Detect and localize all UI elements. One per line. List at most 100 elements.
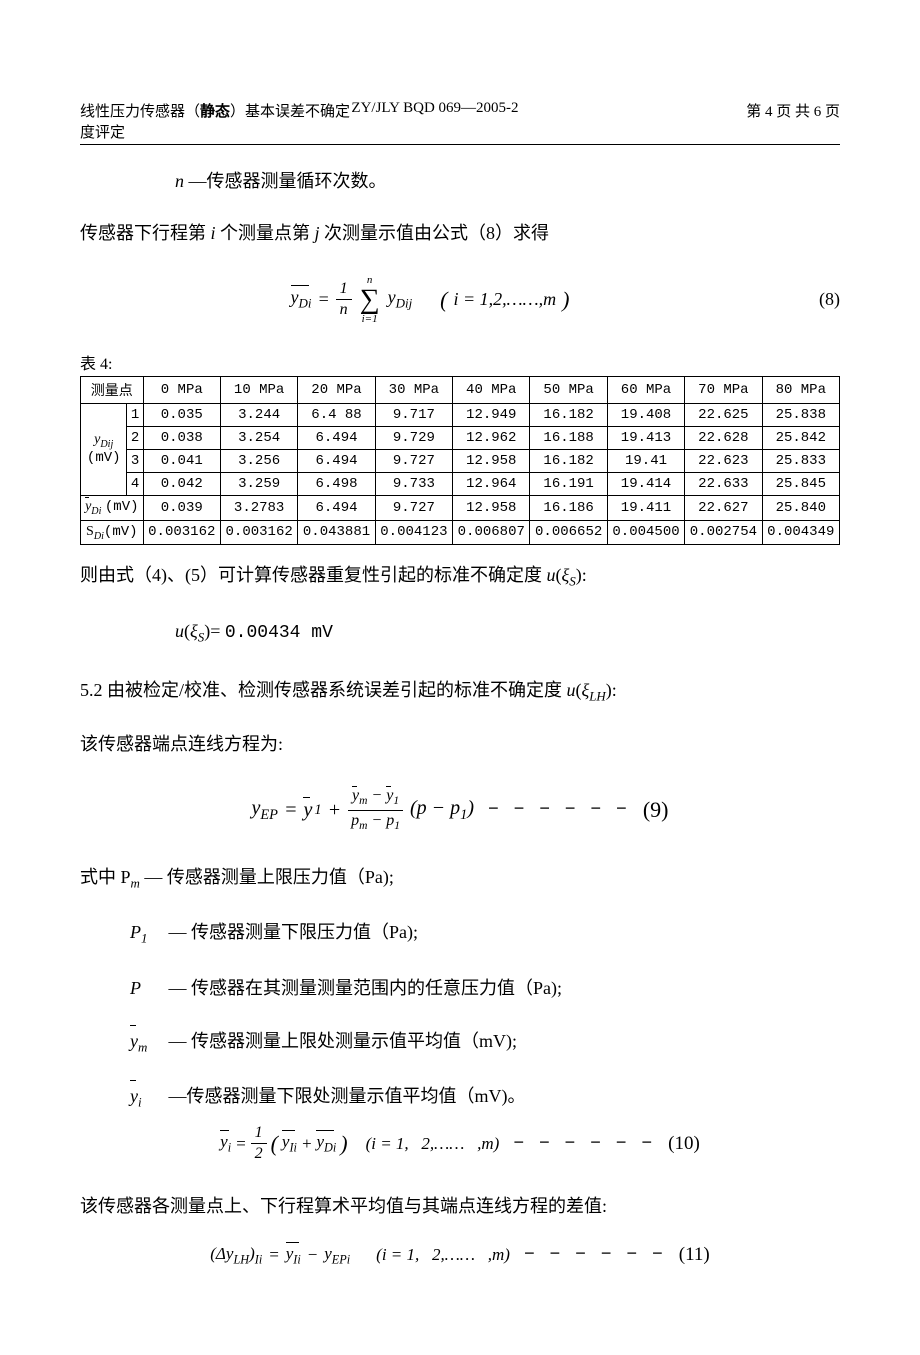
eq10-half-top: 1 [251,1125,267,1144]
table4-cell: 22.633 [685,472,762,495]
table4-cell: 16.188 [530,426,607,449]
para-before-eq8: 传感器下行程第 i 个测量点第 j 次测量示值由公式（8）求得 [80,217,840,249]
defs-lead: 式中 Pm — 传感器测量上限压力值（Pa); [80,861,840,895]
table4-cell: 16.191 [530,472,607,495]
table4-idx: 1 [127,403,143,426]
table4-cell: 0.035 [143,403,220,426]
header-title: 线性压力传感器（静态）基本误差不确定度评定 [80,100,351,142]
table4-cell: 9.729 [375,426,452,449]
table4-head-row: 测量点 0 MPa 10 MPa 20 MPa 30 MPa 40 MPa 50… [81,376,840,403]
table4-cell: 19.413 [607,426,684,449]
table4-cell: 22.625 [685,403,762,426]
table4-cell: 6.498 [298,472,375,495]
table4-cell: 3.254 [220,426,297,449]
table4-cell: 6.494 [298,449,375,472]
eq8-frac-bot: n [336,300,352,318]
u-value: 0.00434 [225,623,301,643]
eq8-frac-top: 1 [336,281,352,300]
table4-cell: 16.182 [530,449,607,472]
table4-col: 0 MPa [143,376,220,403]
table4-sdi-label: SDi(mV) [81,520,144,545]
table4-cell: 3.259 [220,472,297,495]
equation-9: yEP = y1 + ym − y1 pm − p1 (p − p1) − − … [80,788,840,832]
symbol-n: n [175,171,189,191]
def-ym: ym — 传感器测量上限处测量示值平均值（mV); [130,1027,840,1058]
table4-cell: 9.717 [375,403,452,426]
eq8-cond-inner: i = 1,2,……,m [454,289,557,310]
table4-cell: 12.958 [453,495,530,520]
table4-cell: 6.494 [298,495,375,520]
header-doc-code: ZY/JLY BQD 069—2005-2 [351,100,622,142]
header-title-prefix: 线性压力传感器（ [80,104,200,120]
table4-cell: 9.727 [375,449,452,472]
eq9-number: (9) [643,797,669,823]
table4-col: 50 MPa [530,376,607,403]
def-p1: P1 — 传感器测量下限压力值（Pa); [130,918,840,949]
table4-cell: 19.411 [607,495,684,520]
table4-cell: 19.41 [607,449,684,472]
section-5-2-title: 5.2 由被检定/校准、检测传感器系统误差引起的标准不确定度 u(ξLH): [80,674,840,708]
table4-cell: 3.2783 [220,495,297,520]
table4-cell: 3.244 [220,403,297,426]
endpoint-line: 该传感器端点连线方程为: [80,728,840,760]
table4-cell: 22.627 [685,495,762,520]
table4-col: 70 MPa [685,376,762,403]
table4-cell: 16.186 [530,495,607,520]
def-yi: yi —传感器测量下限处测量示值平均值（mV)。 [130,1082,840,1113]
table4-cell: 22.623 [685,449,762,472]
table4-cell: 0.043881 [298,520,375,545]
table4-col: 80 MPa [762,376,839,403]
table4-cell: 0.003162 [220,520,297,545]
table-row: 4 0.042 3.259 6.498 9.733 12.964 16.191 … [81,472,840,495]
header-title-bold: 静态 [200,104,230,120]
table4-cell: 0.004123 [375,520,452,545]
para-after-table: 则由式（4)、(5）可计算传感器重复性引起的标准不确定度 u(ξS): [80,559,840,593]
eq9-dashes: − − − − − − [488,800,629,820]
eq11-number: (11) [679,1244,710,1266]
table4-cell: 9.733 [375,472,452,495]
table4-cell: 25.845 [762,472,839,495]
table4-cell: 22.628 [685,426,762,449]
table4-cell: 25.842 [762,426,839,449]
table4-cell: 0.039 [143,495,220,520]
eq8-number: (8) [780,289,840,310]
table4-cell: 0.041 [143,449,220,472]
def-n-line: n —传感器测量循环次数。 [175,165,840,197]
table4-cell: 25.833 [762,449,839,472]
def-n-text: —传感器测量循环次数。 [189,171,387,191]
table4-cell: 12.962 [453,426,530,449]
table-row: 3 0.041 3.256 6.494 9.727 12.958 16.182 … [81,449,840,472]
table4-head-label: 测量点 [81,376,144,403]
table4-cell: 6.4 88 [298,403,375,426]
table4-idx: 4 [127,472,143,495]
table4-ybar-label: yDi (mV) [81,495,144,520]
table-row: yDij(mV) 1 0.035 3.244 6.4 88 9.717 12.9… [81,403,840,426]
table4-cell: 12.958 [453,449,530,472]
table4-idx: 2 [127,426,143,449]
eq10-number: (10) [668,1133,700,1155]
table4-cell: 12.949 [453,403,530,426]
def-p: P — 传感器在其测量测量范围内的任意压力值（Pa); [130,974,840,1003]
table4-cell: 0.004500 [607,520,684,545]
table4-col: 30 MPa [375,376,452,403]
table4-idx: 3 [127,449,143,472]
table4-cell: 19.408 [607,403,684,426]
equation-11: (ΔyLH)Ii = yIi − yEPi (i = 1, 2,…… ,m) −… [80,1243,840,1267]
table4-cell: 0.004349 [762,520,839,545]
equation-10: yi = 1 2 (yIi + yDi) (i = 1, 2,…… ,m) − … [80,1125,840,1162]
table-row-sdi: SDi(mV) 0.003162 0.003162 0.043881 0.004… [81,520,840,545]
table4-cell: 16.182 [530,403,607,426]
eq11-dashes: − − − − − − [524,1245,665,1265]
table4-cell: 19.414 [607,472,684,495]
header-page-number: 第 4 页 共 6 页 [623,100,840,142]
table4-cell: 3.256 [220,449,297,472]
eq10-half-bot: 2 [251,1144,267,1162]
table4-cell: 25.840 [762,495,839,520]
u-unit: mV [300,623,332,643]
u-value-line: u(ξS)= 0.00434 mV [175,621,840,646]
table4-cell: 12.964 [453,472,530,495]
equation-8: yDi = 1 n n ∑ i=1 yDij (i = 1,2,……,m) (8… [80,275,840,325]
table4-ydij-label: yDij(mV) [81,403,127,495]
table4-cell: 0.003162 [143,520,220,545]
table4-cell: 6.494 [298,426,375,449]
